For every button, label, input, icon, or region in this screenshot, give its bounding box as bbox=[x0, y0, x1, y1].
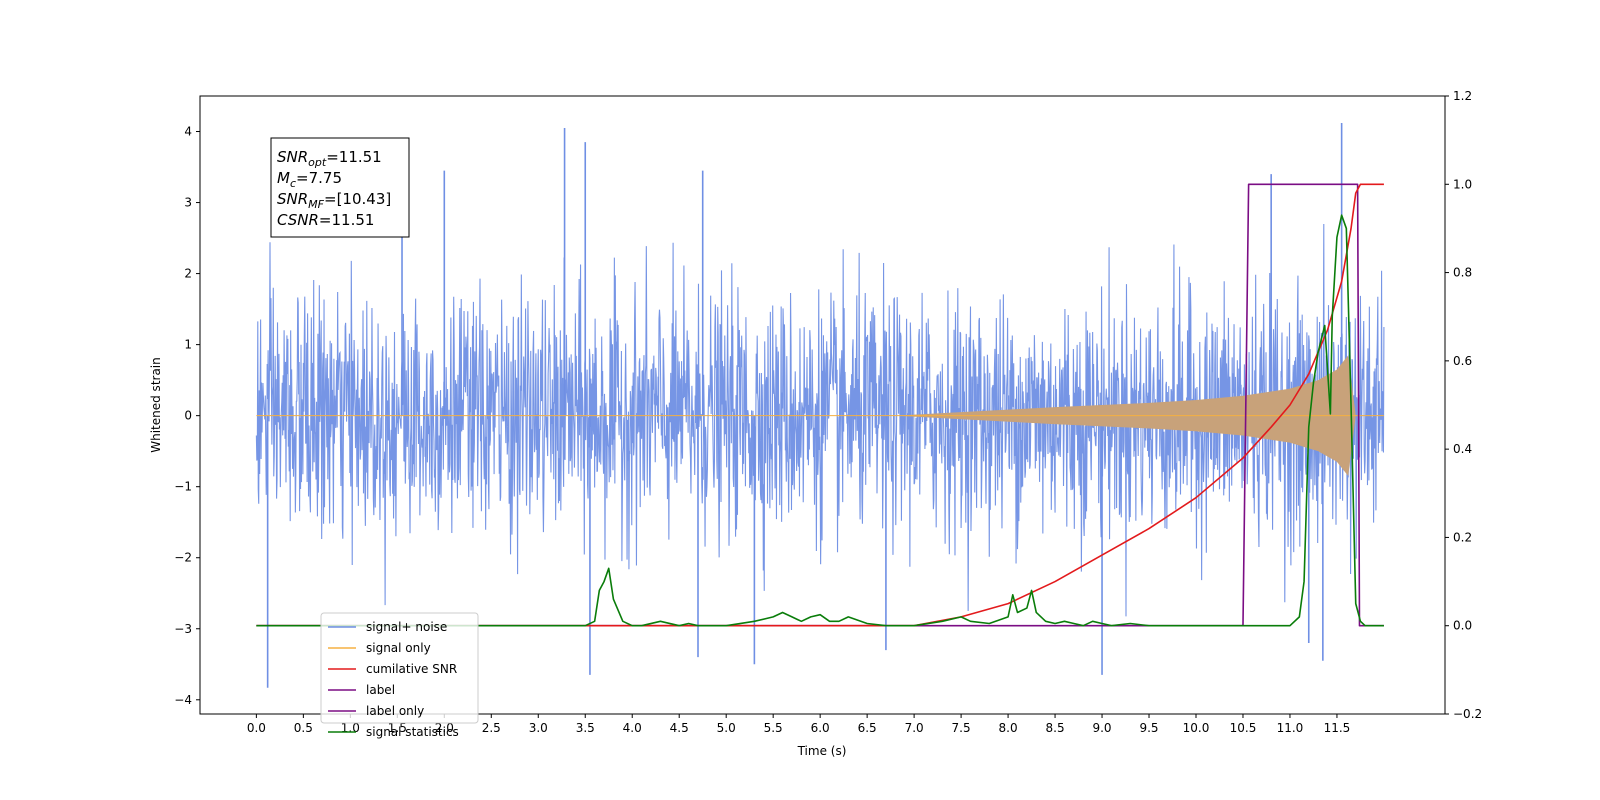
legend-entry: label bbox=[366, 683, 395, 697]
y-right-tick-label: 0.8 bbox=[1453, 266, 1472, 280]
y-left-tick-label: −3 bbox=[174, 622, 192, 636]
y-left-tick-label: 3 bbox=[184, 196, 192, 210]
legend-entry: signal statistics bbox=[366, 725, 459, 739]
x-tick-label: 11.5 bbox=[1324, 721, 1351, 735]
legend-entry: label only bbox=[366, 704, 424, 718]
x-tick-label: 3.5 bbox=[576, 721, 595, 735]
x-tick-label: 2.0 bbox=[435, 721, 454, 735]
series-signal-statistics-line bbox=[256, 214, 1384, 627]
stats-box-frame bbox=[270, 137, 410, 238]
legend-entry: signal+ noise bbox=[366, 620, 447, 634]
x-tick-label: 10.5 bbox=[1230, 721, 1257, 735]
x-tick-label: 0.5 bbox=[294, 721, 313, 735]
x-tick-label: 0.0 bbox=[247, 721, 266, 735]
x-tick-label: 8.0 bbox=[999, 721, 1018, 735]
y-right-tick-label: 0.2 bbox=[1453, 530, 1472, 544]
x-axis: 0.0 0.5 1.0 1.5 2.0 2.5 3.0 3.5 4.0 4.5 5.0 5.5 6.0 6… bbox=[247, 714, 1350, 735]
stats-line: SNRMF=[10.43] bbox=[277, 190, 391, 211]
x-tick-label: 5.0 bbox=[717, 721, 736, 735]
x-tick-label: 3.0 bbox=[529, 721, 548, 735]
x-tick-label: 2.5 bbox=[482, 721, 501, 735]
y-right-tick-label: 0.4 bbox=[1453, 442, 1472, 456]
series-signal-noise-line bbox=[255, 224, 1385, 617]
x-tick-label: 1.5 bbox=[388, 721, 407, 735]
axes-frame bbox=[199, 95, 1446, 715]
y-right-tick-label: 0.6 bbox=[1453, 354, 1472, 368]
x-tick-label: 10.0 bbox=[1183, 721, 1210, 735]
y-right-tick-label: 1.2 bbox=[1453, 89, 1472, 103]
y-left-tick-label: 0 bbox=[184, 409, 192, 423]
y-left-tick-label: 4 bbox=[184, 125, 192, 139]
legend-entry: cumilative SNR bbox=[366, 662, 457, 676]
legend-frame bbox=[320, 612, 479, 724]
series-cumulative-snr-line bbox=[256, 183, 1384, 627]
y-axis-left: 4 3 2 1 0 −1 −2 −3 −4 bbox=[174, 125, 200, 707]
y-left-tick-label: −2 bbox=[174, 551, 192, 565]
y-left-tick-label: −4 bbox=[174, 693, 192, 707]
x-tick-label: 6.0 bbox=[811, 721, 830, 735]
plot-area bbox=[255, 122, 1385, 688]
series-label-line bbox=[256, 183, 1384, 627]
y-right-tick-label: 0.0 bbox=[1453, 619, 1472, 633]
legend: signal+ noise signal only cumilative SNR la… bbox=[320, 612, 479, 739]
y-left-tick-label: 1 bbox=[184, 338, 192, 352]
x-tick-label: 7.5 bbox=[952, 721, 971, 735]
x-tick-label: 4.5 bbox=[670, 721, 689, 735]
y-axis-right: 1.2 1.0 0.8 0.6 0.4 0.2 0.0 −0.2 bbox=[1445, 89, 1482, 721]
x-tick-label: 9.5 bbox=[1139, 721, 1158, 735]
y-left-tick-label: −1 bbox=[174, 480, 192, 494]
x-tick-label: 9.0 bbox=[1092, 721, 1111, 735]
stats-line: Mc=7.75 bbox=[277, 169, 342, 190]
stats-line: SNRopt=11.51 bbox=[277, 148, 382, 169]
y-left-tick-label: 2 bbox=[184, 267, 192, 281]
x-tick-label: 6.5 bbox=[858, 721, 877, 735]
stats-annotation-box: SNRopt=11.51Mc=7.75SNRMF=[10.43]CSNR=11.… bbox=[270, 137, 410, 238]
x-tick-label: 11.0 bbox=[1277, 721, 1304, 735]
x-tick-label: 7.0 bbox=[905, 721, 924, 735]
x-axis-label: Time (s) bbox=[797, 744, 847, 758]
x-tick-label: 4.0 bbox=[623, 721, 642, 735]
x-tick-label: 5.5 bbox=[764, 721, 783, 735]
y-right-tick-label: −0.2 bbox=[1453, 707, 1482, 721]
y-axis-label: Whitened strain bbox=[149, 357, 163, 453]
stats-line: CSNR=11.51 bbox=[277, 211, 374, 229]
x-tick-label: 8.5 bbox=[1046, 721, 1065, 735]
legend-entry: signal only bbox=[366, 641, 431, 655]
y-right-tick-label: 1.0 bbox=[1453, 177, 1472, 191]
